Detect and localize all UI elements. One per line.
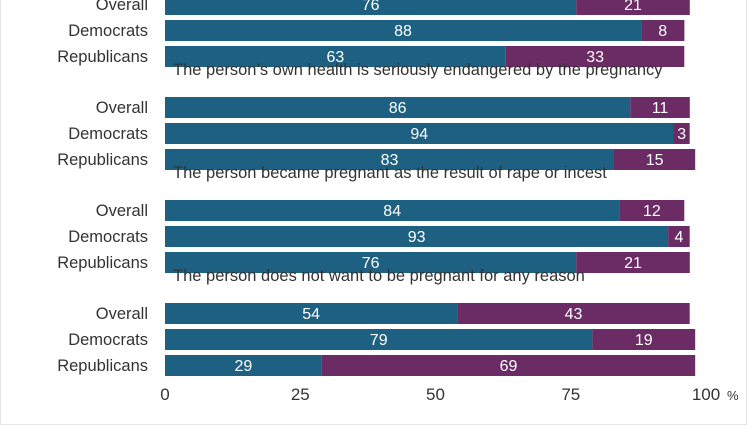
bar-value-second: 43 (565, 306, 583, 323)
bar-value-first: 79 (370, 332, 388, 349)
bar-value-first: 76 (362, 0, 380, 14)
group-title: The person does not want to be pregnant … (173, 267, 585, 285)
row-label: Republicans (57, 357, 148, 375)
bar-value-first: 83 (381, 152, 399, 169)
bar-segment-first (165, 46, 506, 67)
bar-segment-second (614, 149, 696, 170)
bar-segment-second (641, 20, 685, 41)
group-title: The person became pregnant as the result… (173, 164, 607, 182)
bar-segment-first (165, 97, 631, 118)
x-unit-label: % (727, 388, 739, 403)
row-label: Democrats (68, 125, 148, 143)
bar-value-second: 33 (586, 49, 604, 66)
bar-segment-first (165, 0, 577, 15)
bar-segment-second (673, 123, 690, 144)
bar-segment-second (668, 226, 690, 247)
bar-value-first: 86 (389, 100, 407, 117)
bar-value-second: 12 (643, 203, 661, 220)
bar-segment-first (165, 252, 577, 273)
bar-value-second: 21 (624, 255, 642, 272)
x-tick-label: 100 (692, 385, 720, 404)
bar-segment-first (165, 303, 458, 324)
row-label: Overall (96, 202, 148, 220)
bar-segment-first (165, 226, 669, 247)
row-label: Republicans (57, 254, 148, 272)
bar-segment-second (630, 97, 690, 118)
row-label: Overall (96, 99, 148, 117)
bar-value-first: 93 (408, 229, 426, 246)
bar-segment-second (457, 303, 690, 324)
bar-value-second: 19 (635, 332, 653, 349)
bar-value-first: 54 (302, 306, 320, 323)
bar-segment-first (165, 355, 322, 376)
bar-value-first: 88 (394, 23, 412, 40)
row-label: Democrats (68, 331, 148, 349)
row-label: Democrats (68, 228, 148, 246)
bar-value-second: 11 (652, 100, 669, 117)
bar-value-first: 29 (235, 358, 253, 375)
row-label: Overall (96, 0, 148, 14)
bar-segment-second (619, 200, 685, 221)
bar-segment-second (576, 0, 690, 15)
bar-value-first: 94 (410, 126, 428, 143)
bar-value-first: 84 (383, 203, 401, 220)
row-label: Overall (96, 305, 148, 323)
bar-segment-second (592, 329, 696, 350)
bar-segment-first (165, 123, 674, 144)
bar-segment-first (165, 149, 614, 170)
row-label: Republicans (57, 151, 148, 169)
bar-value-second: 4 (675, 229, 684, 246)
bar-segment-second (321, 355, 696, 376)
bar-value-second: 8 (658, 23, 667, 40)
x-tick-label: 75 (561, 385, 580, 404)
bar-segment-second (576, 252, 690, 273)
bar-value-first: 63 (327, 49, 345, 66)
bar-value-second: 3 (677, 126, 686, 143)
x-tick-label: 50 (426, 385, 445, 404)
row-label: Republicans (57, 48, 148, 66)
x-tick-label: 25 (291, 385, 310, 404)
bar-segment-first (165, 200, 620, 221)
bar-segment-second (505, 46, 685, 67)
row-label: Democrats (68, 22, 148, 40)
bar-value-first: 76 (362, 255, 380, 272)
x-tick-label: 0 (160, 385, 169, 404)
bar-value-second: 69 (500, 358, 518, 375)
bar-value-second: 15 (646, 152, 664, 169)
group-title: The person’s own health is seriously end… (173, 61, 663, 79)
bar-value-second: 21 (624, 0, 642, 14)
bar-segment-first (165, 20, 642, 41)
bar-segment-first (165, 329, 593, 350)
